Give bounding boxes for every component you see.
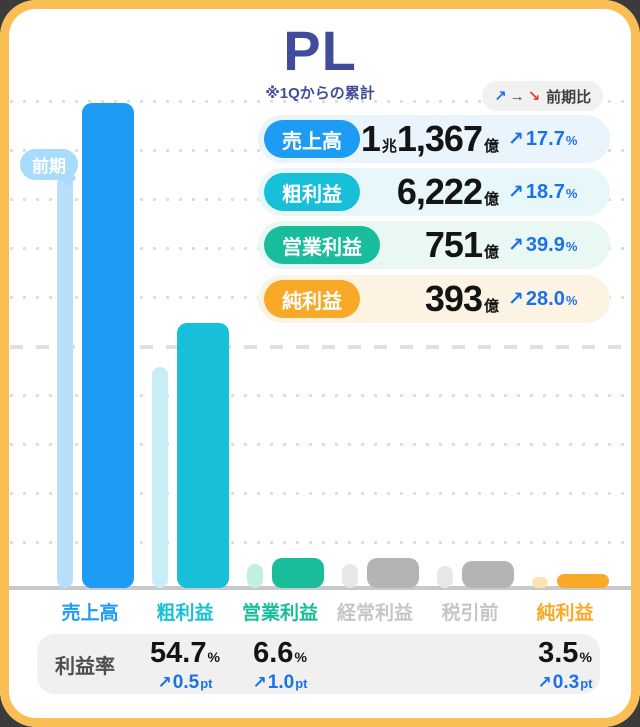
margin-value: 54.7% <box>150 637 220 669</box>
axis-label-4: 経常利益 <box>336 603 413 624</box>
margin-change: ↗0.3pt <box>537 672 593 693</box>
previous-period-bubble: 前期 <box>20 149 78 187</box>
stat-value: 1 兆 1,367 億 <box>360 118 499 159</box>
margin-entry-col-5: 3.5% ↗0.3pt <box>510 639 620 695</box>
page-title: PL <box>283 19 357 82</box>
stat-row-gross-profit: 粗利益 6,222 億 ↗ 18.7% <box>258 168 610 216</box>
margin-entry-col-1: 54.7% ↗0.5pt <box>130 639 240 695</box>
axis-label-1: 売上高 <box>61 603 119 624</box>
arrow-up-icon: ↗ <box>508 128 524 150</box>
margin-value: 6.6% <box>253 637 307 669</box>
gridline <box>10 443 630 446</box>
stat-pill-label: 純利益 <box>282 290 342 313</box>
arrow-up-icon: ↗ <box>157 673 172 692</box>
margin-entry-col-2: 6.6% ↗1.0pt <box>225 639 335 695</box>
arrow-up-icon: ↗ <box>508 234 524 256</box>
stat-value: 393 億 <box>424 278 499 319</box>
margin-change: ↗0.5pt <box>157 672 213 693</box>
gridline <box>10 394 630 397</box>
arrow-down-icon: ↘ <box>527 88 541 105</box>
stat-pill-label: 売上高 <box>282 130 342 153</box>
legend-previous-period: ↗ → ↘ 前期比 <box>482 81 604 111</box>
prev-period-bar-6 <box>532 577 548 588</box>
current-period-bar-5 <box>462 561 514 588</box>
stat-row-revenue: 売上高 1 兆 1,367 億 ↗ 17.7% <box>258 115 610 163</box>
stat-pill-label: 営業利益 <box>282 236 362 259</box>
stat-pill-operating-profit: 営業利益 <box>264 226 380 264</box>
stat-pill-gross-profit: 粗利益 <box>264 173 360 211</box>
stat-change: ↗ 28.0% <box>508 287 578 310</box>
stat-pill-label: 粗利益 <box>282 183 342 206</box>
prev-period-bar-3 <box>247 564 263 588</box>
stat-value: 751 億 <box>424 224 499 265</box>
margin-value: 3.5% <box>538 637 592 669</box>
stat-value: 6,222 億 <box>396 171 499 212</box>
prev-period-bar-1 <box>57 176 73 588</box>
current-period-bar-6 <box>557 574 609 588</box>
current-period-bar-2 <box>177 323 229 588</box>
axis-label-2: 粗利益 <box>156 603 214 624</box>
arrow-up-icon: ↗ <box>494 88 507 105</box>
prev-period-bar-5 <box>437 566 453 588</box>
current-period-bar-3 <box>272 558 324 588</box>
arrow-flat-icon: → <box>509 87 525 105</box>
chart-baseline <box>8 586 632 590</box>
profit-margin-panel: 利益率 54.7% ↗0.5pt 6.6% ↗1.0pt 3.5% ↗0.3pt <box>37 634 600 694</box>
legend-label: 前期比 <box>546 88 592 106</box>
current-period-bar-1 <box>82 103 134 588</box>
gridline <box>10 492 630 495</box>
arrow-up-icon: ↗ <box>252 673 267 692</box>
gridline <box>10 345 630 349</box>
profit-margin-label: 利益率 <box>55 655 115 678</box>
margin-change: ↗1.0pt <box>252 672 308 693</box>
prev-period-bar-4 <box>342 564 358 588</box>
stat-pill-revenue: 売上高 <box>264 120 360 158</box>
current-period-bar-4 <box>367 558 419 588</box>
axis-label-3: 営業利益 <box>241 603 318 624</box>
prev-period-bar-2 <box>152 367 168 588</box>
arrow-up-icon: ↗ <box>537 673 552 692</box>
stat-change: ↗ 17.7% <box>508 127 578 150</box>
axis-label-6: 純利益 <box>536 603 594 624</box>
previous-period-label: 前期 <box>32 157 66 176</box>
stat-row-operating-profit: 営業利益 751 億 ↗ 39.9% <box>258 221 610 269</box>
page-subtitle: ※1Qからの累計 <box>265 85 375 102</box>
stat-row-net-profit: 純利益 393 億 ↗ 28.0% <box>258 275 610 323</box>
axis-label-5: 税引前 <box>441 603 499 624</box>
arrow-up-icon: ↗ <box>508 181 524 203</box>
stat-pill-net-profit: 純利益 <box>264 280 360 318</box>
arrow-up-icon: ↗ <box>508 288 524 310</box>
stat-change: ↗ 18.7% <box>508 180 578 203</box>
stat-change: ↗ 39.9% <box>508 233 578 256</box>
gridline <box>10 541 630 544</box>
gridline <box>10 100 630 103</box>
